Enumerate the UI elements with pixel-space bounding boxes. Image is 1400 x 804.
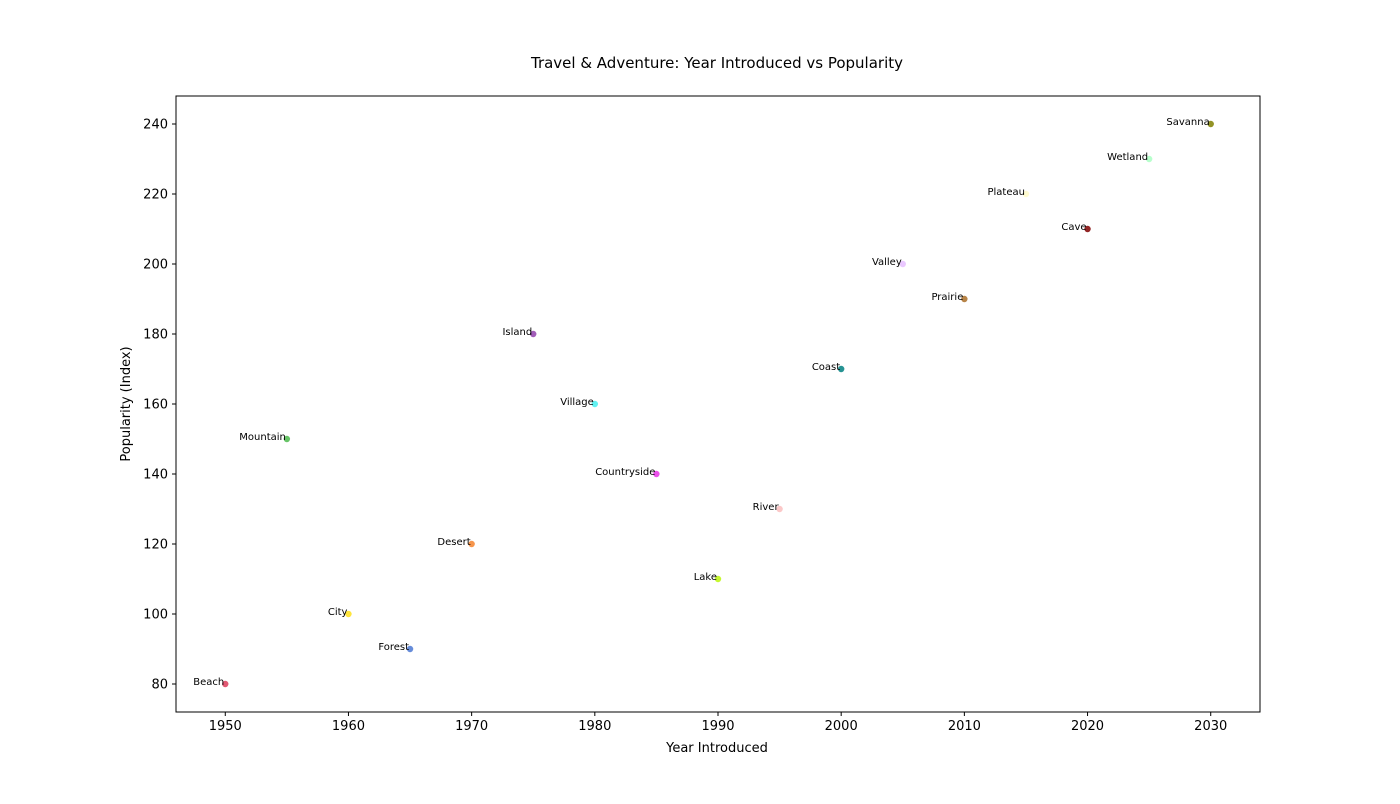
data-point-label: Cave	[1061, 222, 1086, 233]
x-tick-label: 2000	[825, 719, 858, 734]
y-tick-label: 100	[143, 608, 168, 623]
chart-title: Travel & Adventure: Year Introduced vs P…	[530, 54, 903, 72]
data-point	[776, 505, 783, 513]
x-axis: 1950 1960 1970 1980 1990 2000 2010 2020 2030	[209, 712, 1227, 734]
data-point-label: Island	[502, 327, 532, 338]
data-point	[345, 610, 352, 618]
data-point	[899, 260, 906, 268]
data-point-label: Valley	[872, 257, 902, 268]
data-point	[222, 680, 229, 688]
x-tick-label: 2020	[1071, 719, 1104, 734]
y-tick-label: 80	[151, 678, 168, 693]
data-point-label: Prairie	[931, 292, 963, 303]
x-tick-label: 1950	[209, 719, 242, 734]
data-point	[591, 400, 599, 408]
y-tick-label: 240	[143, 118, 168, 133]
y-axis: 80 100 120 140 160 180 200 220 240	[143, 118, 176, 693]
y-tick-label: 180	[143, 328, 168, 343]
x-axis-label: Year Introduced	[665, 741, 768, 756]
data-point	[530, 330, 537, 338]
data-point-label: Lake	[694, 572, 717, 583]
x-tick-label: 1980	[578, 719, 611, 734]
data-point-label: Forest	[378, 642, 409, 653]
data-point-label: Wetland	[1107, 152, 1148, 163]
data-point	[837, 365, 845, 373]
y-tick-label: 140	[143, 468, 168, 483]
y-tick-label: 160	[143, 398, 168, 413]
data-point-label: Desert	[437, 537, 470, 548]
data-point	[1084, 225, 1091, 233]
data-point-label: City	[328, 607, 348, 618]
data-point	[1022, 190, 1030, 198]
y-tick-label: 220	[143, 188, 168, 203]
y-tick-label: 120	[143, 538, 168, 553]
axes-frame	[175, 95, 1261, 713]
data-point-label: Village	[560, 397, 594, 408]
data-point	[283, 435, 291, 443]
data-point	[1145, 155, 1153, 163]
data-point	[406, 645, 414, 653]
data-point-label: River	[753, 502, 780, 513]
data-point	[653, 470, 660, 478]
x-tick-label: 1970	[455, 719, 488, 734]
data-point-label: Countryside	[595, 467, 655, 478]
x-tick-label: 2010	[948, 719, 981, 734]
data-point	[961, 295, 968, 303]
data-point-label: Savanna	[1166, 117, 1209, 128]
x-tick-label: 1990	[701, 719, 734, 734]
x-tick-label: 1960	[332, 719, 365, 734]
y-axis-label: Popularity (Index)	[119, 346, 134, 461]
data-point	[714, 575, 722, 583]
data-point-label: Mountain	[239, 432, 286, 443]
data-point-label: Beach	[193, 677, 224, 688]
data-point-label: Coast	[812, 362, 840, 373]
data-point	[1207, 120, 1214, 128]
y-tick-label: 200	[143, 258, 168, 273]
data-point-label: Plateau	[987, 187, 1024, 198]
data-point	[468, 540, 475, 548]
plot-area: Beach Mountain City Forest Desert Island Villa…	[193, 117, 1214, 688]
x-tick-label: 2030	[1194, 719, 1227, 734]
